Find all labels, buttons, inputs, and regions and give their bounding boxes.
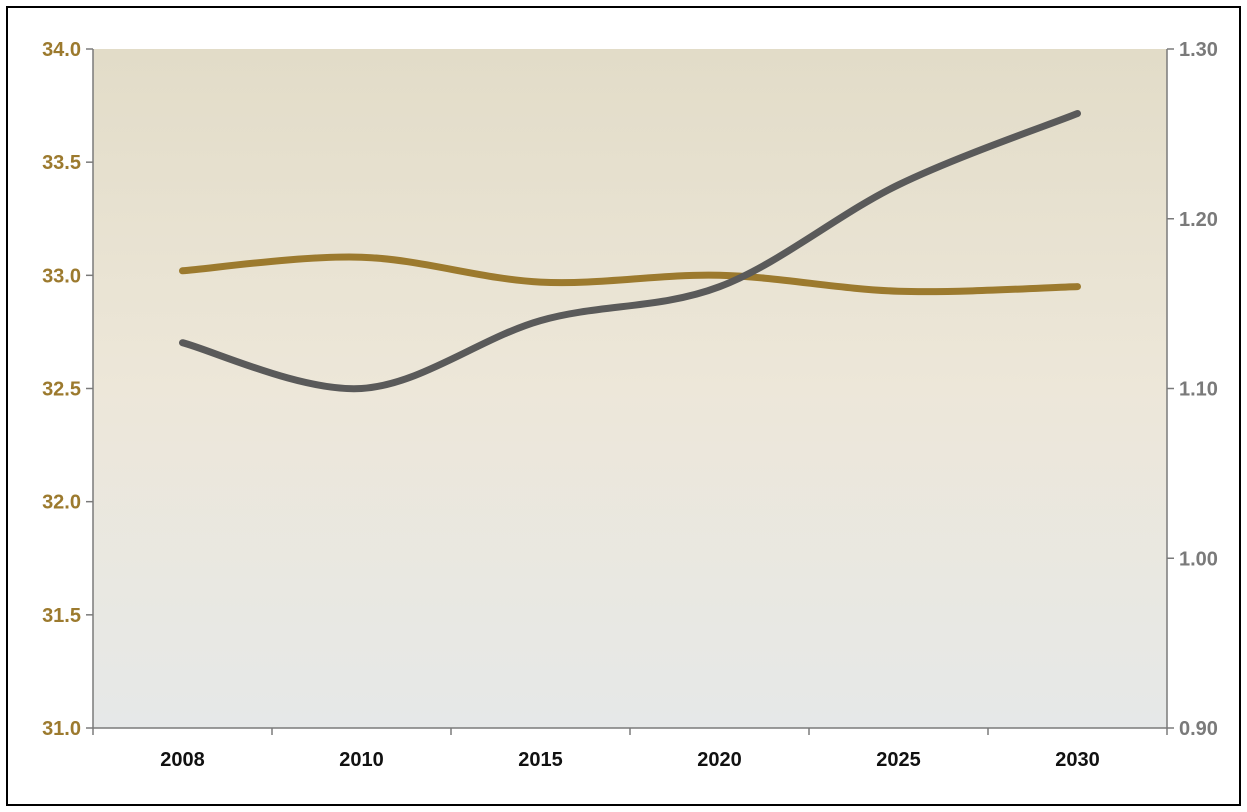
- x-axis-tick-label: 2025: [876, 749, 921, 771]
- chart-frame: 31.0 31.5 32.0 32.5 33.0 33.5 34.0 0.90 1.00 1.10…: [6, 6, 1241, 806]
- left-axis-tick-label: 31.0: [42, 718, 81, 740]
- right-axis-tick-label: 0.90: [1179, 718, 1218, 740]
- right-axis-tick-label: 1.00: [1179, 548, 1218, 570]
- right-axis-tick-label: 1.30: [1179, 39, 1218, 61]
- left-axis-tick-label: 33.5: [42, 152, 81, 174]
- left-axis-series-line: [179, 253, 1081, 296]
- x-axis-tick-label: 2030: [1055, 749, 1100, 771]
- left-axis-tick-label: 34.0: [42, 39, 81, 61]
- left-axis-tick-label: 32.0: [42, 492, 81, 514]
- right-axis-series-line: [179, 110, 1081, 393]
- right-axis-tick-label: 1.10: [1179, 379, 1218, 401]
- plot-area: [93, 49, 1167, 728]
- x-axis-tick-label: 2015: [518, 749, 563, 771]
- left-axis-tick-label: 32.5: [42, 379, 81, 401]
- x-axis-tick-label: 2010: [339, 749, 384, 771]
- line-chart: 31.0 31.5 32.0 32.5 33.0 33.5 34.0 0.90 1.00 1.10…: [42, 39, 1218, 771]
- x-axis-tick-label: 2020: [697, 749, 742, 771]
- left-axis-tick-label: 33.0: [42, 265, 81, 287]
- left-axis-tick-label: 31.5: [42, 605, 81, 627]
- right-axis-tick-label: 1.20: [1179, 209, 1218, 231]
- x-axis-tick-label: 2008: [160, 749, 205, 771]
